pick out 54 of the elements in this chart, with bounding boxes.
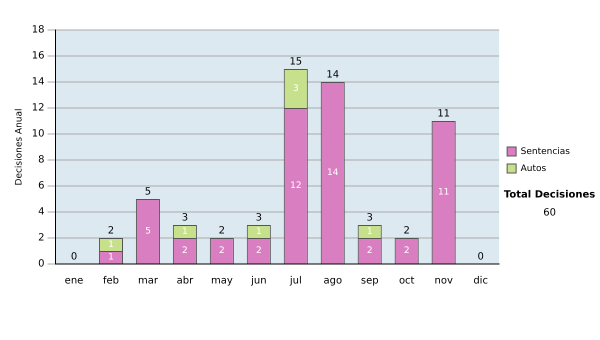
data-label: 2 [182,246,188,256]
data-label: 1 [256,226,262,237]
total-label: 0 [70,252,78,263]
data-label: 12 [290,181,302,192]
y-tick-label: 10 [32,128,45,140]
data-label: 5 [145,226,151,237]
total-label: 5 [144,186,152,198]
y-tick-label: 14 [32,76,45,88]
y-axis-title: Decisiones Anual [14,108,25,186]
x-tick-label: nov [434,276,453,287]
data-label: 2 [219,246,225,256]
total-label: 2 [218,226,226,237]
total-label: 11 [437,108,450,120]
data-label: 1 [108,252,114,263]
x-tick-label: abr [176,276,194,287]
y-tick-label: 18 [32,24,45,36]
data-label: 1 [108,240,114,250]
y-tick-label: 0 [38,258,45,270]
x-tick-label: jun [250,276,267,287]
y-tick-label: 2 [38,232,45,244]
total-label: 3 [256,212,262,224]
x-tick-label: feb [102,276,119,287]
text: Total Decisiones [504,190,596,201]
y-tick-label: 12 [32,102,45,114]
data-label: 14 [327,168,339,178]
total-label: 3 [182,212,188,224]
x-tick-label: mar [138,276,159,287]
data-label: 2 [366,246,373,256]
total-label: 0 [477,252,484,263]
total-label: 3 [366,212,373,224]
x-tick-label: ene [64,276,84,287]
total-label: 2 [404,226,410,237]
text: 60 [543,208,556,219]
data-label: 1 [366,226,373,237]
x-tick-label: sep [360,276,379,287]
y-tick-label: 4 [38,206,45,218]
total-label: 15 [289,56,302,68]
data-label: 2 [256,246,262,256]
x-tick-label: ago [323,276,342,287]
legend-label: Autos [520,164,547,174]
x-tick-label: oct [398,276,415,287]
data-label: 3 [292,84,299,94]
x-tick-label: dic [473,276,488,287]
x-tick-label: jul [288,276,302,287]
y-tick-label: 6 [38,180,45,192]
total-label: 14 [326,70,340,81]
legend-label: Sentencias [520,146,570,157]
data-label: 1 [182,226,188,237]
data-label: 11 [438,188,450,198]
y-tick-label: 16 [32,50,45,62]
total-label: 2 [108,226,114,237]
data-label: 2 [404,246,410,256]
x-tick-label: may [210,276,233,287]
y-tick-label: 8 [38,154,45,166]
